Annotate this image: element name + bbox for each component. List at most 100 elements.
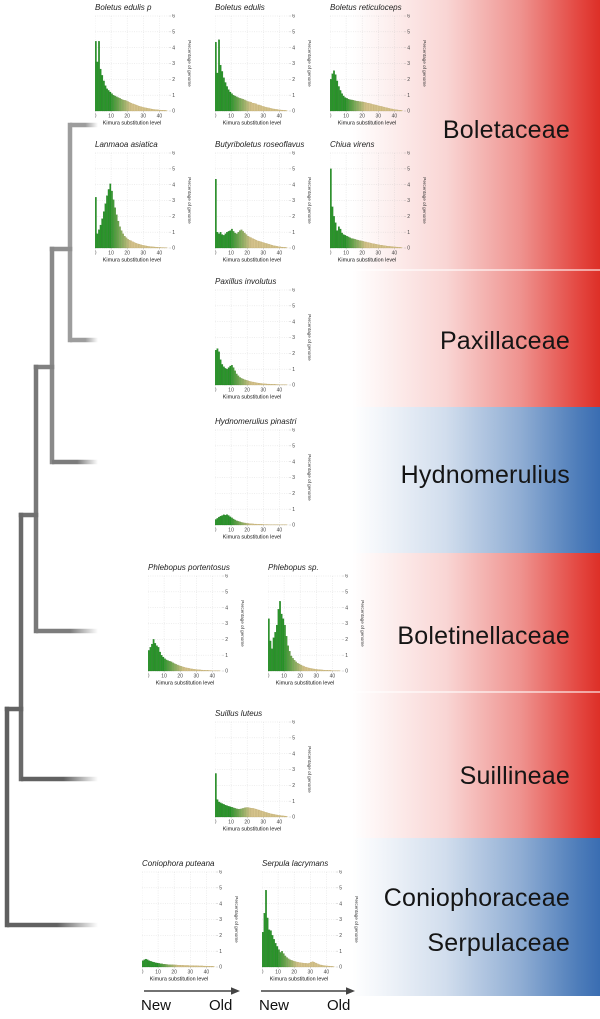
histogram-lanmaoa-asiatica: Lanmaoa asiatica 0 1 2 3 4 5 6 Percentage of gen…	[94, 139, 195, 270]
phylogenetic-tree	[4, 122, 98, 928]
svg-text:4: 4	[172, 182, 175, 188]
svg-text:30: 30	[140, 114, 146, 120]
svg-text:5: 5	[172, 30, 175, 36]
svg-text:3: 3	[407, 61, 410, 67]
svg-text:10: 10	[343, 114, 349, 120]
svg-text:6: 6	[292, 14, 295, 20]
time-arrow-right	[261, 987, 355, 995]
family-label-boletaceae: Boletaceae	[442, 116, 570, 144]
histogram-suillus-luteus: Suillus luteus 0 1 2 3 4 5 6 Percentage of genom…	[214, 708, 315, 839]
timeline-old-label: Old	[327, 997, 351, 1014]
histogram-canvas: 0 1 2 3 4 5 6 Percentage of genome 0 10 20 30 40Kimu…	[214, 14, 312, 127]
svg-text:Percentage of genome: Percentage of genome	[307, 40, 312, 87]
svg-text:Percentage of genome: Percentage of genome	[187, 40, 192, 87]
svg-text:0: 0	[407, 246, 410, 252]
svg-text:3: 3	[172, 198, 175, 204]
svg-text:0: 0	[172, 246, 175, 252]
svg-text:20: 20	[291, 970, 297, 976]
histogram-boletus-edulis-p: Boletus edulis p 0 1 2 3 4 5 6 Percentage of gen…	[94, 2, 195, 133]
svg-text:0: 0	[262, 970, 264, 976]
svg-text:0: 0	[292, 815, 295, 821]
svg-text:30: 30	[260, 251, 266, 257]
histogram-canvas: 0 1 2 3 4 5 6 Percentage of genome 0 10 20 30 40Kimu…	[94, 151, 192, 264]
svg-text:3: 3	[292, 335, 295, 341]
svg-text:5: 5	[292, 304, 295, 310]
svg-text:10: 10	[343, 251, 349, 257]
svg-text:3: 3	[292, 61, 295, 67]
svg-text:2: 2	[292, 214, 295, 220]
svg-text:3: 3	[172, 61, 175, 67]
svg-text:Kimura substitution level: Kimura substitution level	[150, 977, 208, 983]
histogram-phlebopus-sp: Phlebopus sp. 0 1 2 3 4 5 6 Percentage of genome…	[267, 562, 368, 693]
svg-text:6: 6	[172, 14, 175, 20]
svg-text:2: 2	[225, 637, 228, 643]
band-boletaceae-paxillaceae	[352, 0, 600, 407]
svg-text:2: 2	[172, 214, 175, 220]
svg-text:20: 20	[297, 674, 303, 680]
svg-text:20: 20	[177, 674, 183, 680]
svg-text:5: 5	[292, 167, 295, 173]
svg-text:Kimura substitution level: Kimura substitution level	[103, 258, 161, 264]
svg-text:5: 5	[172, 167, 175, 173]
svg-text:6: 6	[407, 151, 410, 157]
svg-text:4: 4	[292, 45, 295, 51]
histogram-canvas: 0 1 2 3 4 5 6 Percentage of genome 0 10 20 30 40Kimu…	[329, 14, 427, 127]
svg-text:1: 1	[292, 230, 295, 236]
svg-text:Percentage of genome: Percentage of genome	[307, 314, 312, 361]
svg-text:2: 2	[339, 933, 342, 939]
svg-text:30: 30	[313, 674, 319, 680]
svg-text:10: 10	[161, 674, 167, 680]
svg-text:20: 20	[244, 528, 250, 534]
svg-text:2: 2	[292, 77, 295, 83]
svg-text:1: 1	[225, 653, 228, 659]
svg-text:2: 2	[407, 77, 410, 83]
svg-text:20: 20	[359, 114, 365, 120]
svg-text:6: 6	[292, 288, 295, 294]
svg-text:1: 1	[292, 93, 295, 99]
svg-text:40: 40	[277, 388, 283, 394]
svg-text:20: 20	[244, 388, 250, 394]
svg-text:40: 40	[277, 114, 283, 120]
svg-text:Percentage of genome: Percentage of genome	[354, 896, 359, 943]
svg-text:Percentage of genome: Percentage of genome	[234, 896, 239, 943]
histogram-canvas: 0 1 2 3 4 5 6 Percentage of genome 0 10 20 30 40Kimu…	[214, 720, 312, 833]
svg-text:2: 2	[292, 491, 295, 497]
svg-text:Kimura substitution level: Kimura substitution level	[223, 535, 281, 541]
tree-branches	[4, 122, 73, 928]
svg-text:20: 20	[244, 114, 250, 120]
svg-text:6: 6	[219, 870, 222, 876]
svg-text:0: 0	[292, 109, 295, 115]
plot-title: Coniophora puteana	[142, 859, 215, 868]
histogram-coniophora-puteana: Coniophora puteana 0 1 2 3 4 5 6 Percentage of g…	[141, 858, 242, 989]
svg-text:2: 2	[292, 351, 295, 357]
plot-title: Phlebopus portentosus	[148, 563, 230, 572]
svg-text:0: 0	[215, 820, 217, 826]
histogram-canvas: 0 1 2 3 4 5 6 Percentage of genome 0 10 20 30 40Kimu…	[214, 151, 312, 264]
svg-text:3: 3	[345, 621, 348, 627]
svg-text:0: 0	[215, 528, 217, 534]
svg-text:6: 6	[225, 574, 228, 580]
svg-text:40: 40	[277, 820, 283, 826]
svg-text:Percentage of genome: Percentage of genome	[240, 600, 245, 647]
histogram-canvas: 0 1 2 3 4 5 6 Percentage of genome 0 10 20 30 40Kimu…	[141, 870, 239, 983]
timeline-new-label: New	[141, 997, 172, 1014]
svg-text:2: 2	[172, 77, 175, 83]
svg-text:0: 0	[172, 109, 175, 115]
svg-text:Percentage of genome: Percentage of genome	[187, 177, 192, 224]
svg-text:6: 6	[292, 720, 295, 726]
svg-text:4: 4	[219, 901, 222, 907]
svg-text:30: 30	[260, 114, 266, 120]
svg-text:Kimura substitution level: Kimura substitution level	[270, 977, 328, 983]
histogram-canvas: 0 1 2 3 4 5 6 Percentage of genome 0 10 20 30 40Kimu…	[147, 574, 245, 687]
svg-text:40: 40	[204, 970, 210, 976]
svg-text:3: 3	[225, 621, 228, 627]
svg-text:1: 1	[407, 230, 410, 236]
svg-text:40: 40	[210, 674, 216, 680]
svg-text:1: 1	[219, 949, 222, 955]
svg-text:1: 1	[172, 230, 175, 236]
svg-text:10: 10	[281, 674, 287, 680]
band-divider	[352, 269, 600, 271]
svg-text:20: 20	[171, 970, 177, 976]
family-label-coniophoraceae: Coniophoraceae	[383, 884, 570, 912]
